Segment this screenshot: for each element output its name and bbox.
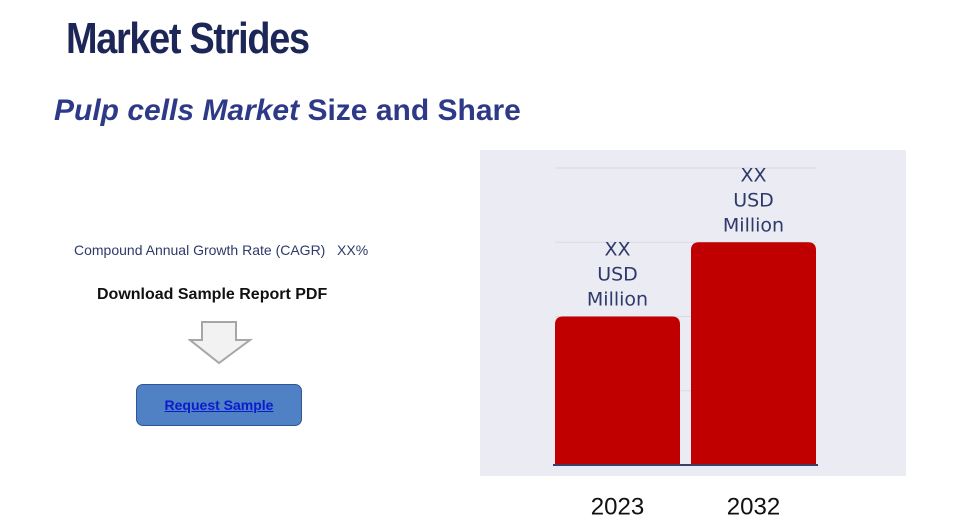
download-text: Download Sample Report PDF bbox=[97, 286, 328, 303]
value-label-line: USD bbox=[733, 189, 774, 211]
cagr-label: Compound Annual Growth Rate (CAGR) bbox=[74, 242, 326, 258]
value-label-line: XX bbox=[604, 238, 630, 260]
request-link[interactable]: Request Sample bbox=[164, 397, 274, 413]
value-label: XX USD Million bbox=[723, 164, 784, 236]
bar bbox=[555, 316, 680, 465]
title-rest: Size and Share bbox=[307, 94, 521, 127]
x-tick-label: 2023 bbox=[591, 493, 644, 520]
value-label-line: Million bbox=[587, 288, 648, 310]
cagr-value: XX% bbox=[337, 242, 369, 258]
value-label-line: XX bbox=[740, 164, 766, 186]
title-emphasis: Pulp cells Market bbox=[54, 94, 300, 127]
down-arrow bbox=[188, 321, 254, 365]
value-label-line: USD bbox=[597, 263, 638, 285]
page-title: Pulp cells Market Size and Share bbox=[54, 94, 521, 128]
logo: Market Strides bbox=[66, 14, 310, 63]
bar bbox=[691, 242, 816, 465]
cagr: Compound Annual Growth Rate (CAGR) XX% bbox=[74, 242, 368, 258]
value-label-line: Million bbox=[723, 214, 784, 236]
value-label: XX USD Million bbox=[587, 238, 648, 310]
request-button[interactable]: Request Sample bbox=[136, 384, 302, 426]
chart-panel bbox=[480, 150, 906, 476]
x-tick-label: 2032 bbox=[727, 493, 780, 520]
